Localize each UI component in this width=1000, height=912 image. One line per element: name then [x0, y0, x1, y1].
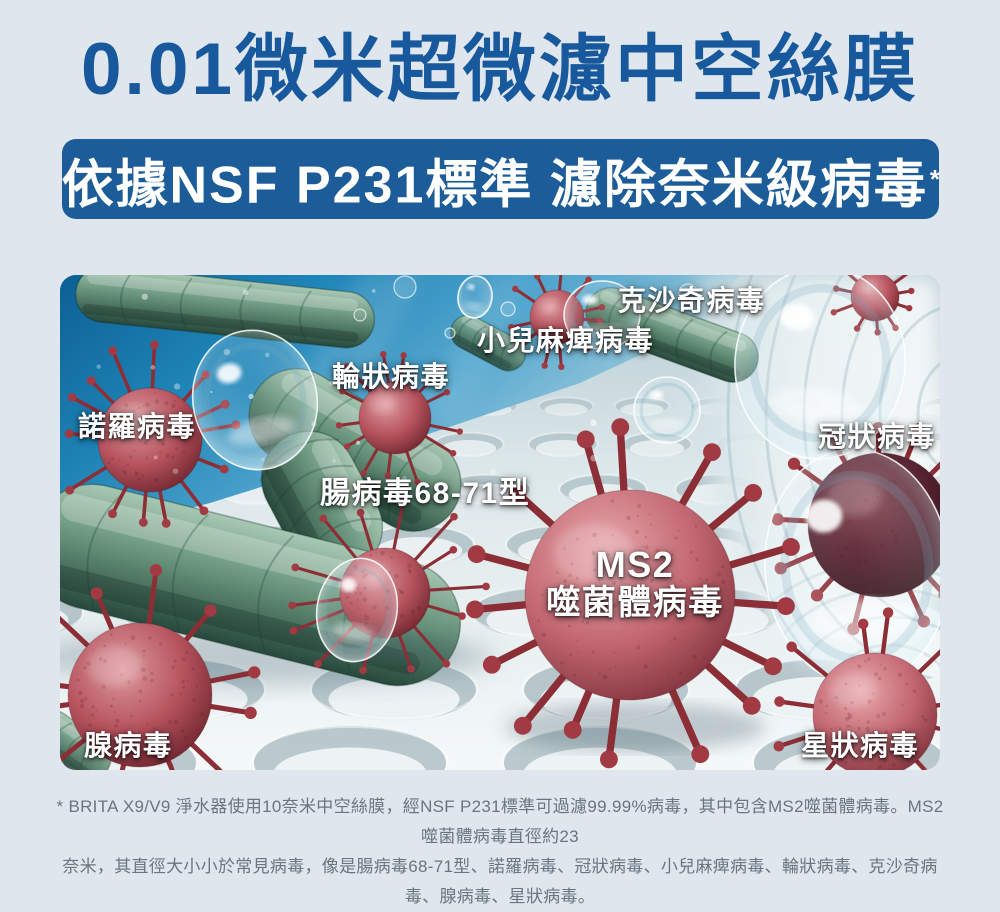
standard-banner-text: 依據NSF P231標準 濾除奈米級病毒 [62, 156, 928, 214]
label-rotavirus: 輪狀病毒 [332, 355, 450, 395]
headline: 0.01微米超微濾中空絲膜 [0, 0, 1000, 118]
label-ms2-line2: 噬菌體病毒 [480, 584, 790, 623]
label-ms2-line1: MS2 [480, 545, 790, 584]
label-astrovirus: 星狀病毒 [801, 724, 919, 764]
label-adenovirus: 腺病毒 [84, 724, 173, 764]
label-coronavirus: 冠狀病毒 [818, 415, 936, 455]
label-coxsackievirus: 克沙奇病毒 [618, 279, 766, 319]
footnote-line1: * BRITA X9/V9 淨水器使用10奈米中空絲膜，經NSF P231標準可… [57, 797, 944, 846]
footnote-line2: 奈米，其直徑大小小於常見病毒，像是腸病毒68-71型、諾羅病毒、冠狀病毒、小兒麻… [62, 857, 937, 906]
footnote: * BRITA X9/V9 淨水器使用10奈米中空絲膜，經NSF P231標準可… [50, 792, 950, 912]
footnote-marker: * [930, 164, 942, 194]
standard-banner: 依據NSF P231標準 濾除奈米級病毒* [62, 139, 939, 219]
label-norovirus: 諾羅病毒 [78, 405, 196, 445]
label-ms2-bacteriophage: MS2 噬菌體病毒 [480, 545, 790, 623]
label-poliovirus: 小兒麻痺病毒 [477, 319, 654, 359]
virus-illustration: 克沙奇病毒 小兒麻痺病毒 輪狀病毒 諾羅病毒 冠狀病毒 腸病毒68-71型 MS… [60, 275, 940, 770]
label-enterovirus-68-71: 腸病毒68-71型 [320, 468, 530, 512]
